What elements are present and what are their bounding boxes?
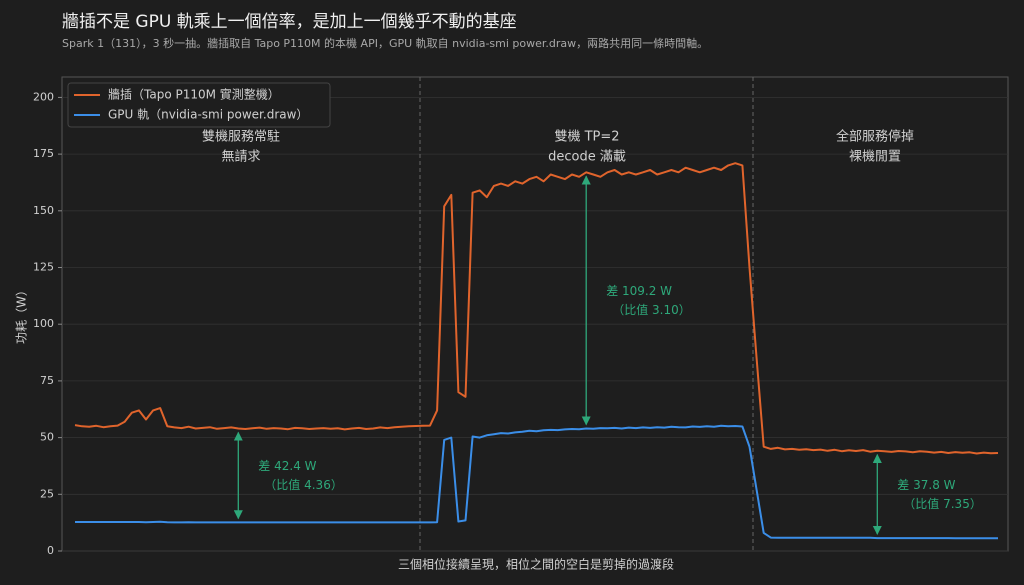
difference-label: 差 37.8 W [897,478,955,492]
legend-label: 牆插（Tapo P110M 實測整機） [108,87,280,102]
difference-label: 差 42.4 W [258,459,316,473]
y-tick-label: 75 [40,374,54,387]
y-tick-label: 100 [33,317,54,330]
y-tick-label: 200 [33,90,54,103]
y-axis-label: 功耗（W） [15,284,29,344]
phase-label: 雙機 TP=2 [554,130,619,145]
phase-label: 全部服務停掉 [836,129,914,145]
chart-title: 牆插不是 GPU 軌乘上一個倍率，是加上一個幾乎不動的基座 [62,12,517,32]
phase-label: 無請求 [221,150,260,165]
y-tick-label: 125 [33,261,54,274]
y-tick-label: 25 [40,487,54,500]
series-line [74,162,999,455]
y-tick-label: 175 [33,147,54,160]
phase-label: 裸機閒置 [849,150,901,165]
difference-label: 差 109.2 W [606,284,672,298]
difference-label: （比值 3.10） [612,302,691,317]
difference-label: （比值 7.35） [903,496,982,511]
series-line [75,424,998,540]
phase-label: decode 滿載 [548,149,626,165]
x-axis-label: 三個相位接續呈現，相位之間的空白是剪掉的過渡段 [398,557,674,572]
y-tick-label: 150 [33,204,54,217]
y-tick-label: 0 [47,544,54,557]
phase-label: 雙機服務常駐 [202,130,280,145]
chart-subtitle: Spark 1（131），3 秒一抽。牆插取自 Tapo P110M 的本機 A… [62,36,708,50]
y-tick-label: 50 [40,431,54,444]
difference-label: （比值 4.36） [264,477,343,492]
legend-label: GPU 軌（nvidia-smi power.draw） [108,107,308,122]
legend-box [67,82,331,128]
